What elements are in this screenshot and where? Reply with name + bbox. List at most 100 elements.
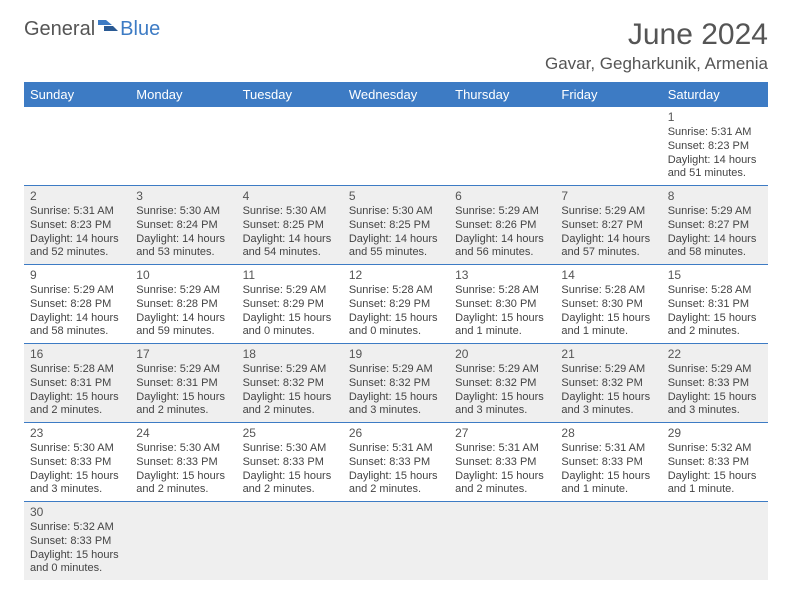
- calendar-cell: [555, 502, 661, 581]
- day-number: 18: [243, 347, 337, 362]
- daylight1-text: Daylight: 15 hours: [349, 312, 443, 326]
- daylight2-text: and 3 minutes.: [561, 404, 655, 418]
- daylight2-text: and 1 minute.: [455, 325, 549, 339]
- title-block: June 2024 Gavar, Gegharkunik, Armenia: [545, 18, 768, 74]
- daylight2-text: and 3 minutes.: [668, 404, 762, 418]
- day-number: 14: [561, 268, 655, 283]
- calendar-cell: 17Sunrise: 5:29 AMSunset: 8:31 PMDayligh…: [130, 344, 236, 423]
- calendar-cell: 30Sunrise: 5:32 AMSunset: 8:33 PMDayligh…: [24, 502, 130, 581]
- calendar-cell: [24, 107, 130, 186]
- day-number: 25: [243, 426, 337, 441]
- daylight2-text: and 2 minutes.: [136, 404, 230, 418]
- calendar-week-row: 2Sunrise: 5:31 AMSunset: 8:23 PMDaylight…: [24, 186, 768, 265]
- sunrise-text: Sunrise: 5:30 AM: [30, 442, 124, 456]
- calendar-cell: 12Sunrise: 5:28 AMSunset: 8:29 PMDayligh…: [343, 265, 449, 344]
- sunrise-text: Sunrise: 5:29 AM: [30, 284, 124, 298]
- daylight2-text: and 1 minute.: [561, 325, 655, 339]
- sunrise-text: Sunrise: 5:31 AM: [668, 126, 762, 140]
- sunrise-text: Sunrise: 5:29 AM: [136, 284, 230, 298]
- calendar-header-row: Sunday Monday Tuesday Wednesday Thursday…: [24, 82, 768, 107]
- calendar-cell: 6Sunrise: 5:29 AMSunset: 8:26 PMDaylight…: [449, 186, 555, 265]
- daylight1-text: Daylight: 14 hours: [136, 233, 230, 247]
- sunrise-text: Sunrise: 5:32 AM: [30, 521, 124, 535]
- sunset-text: Sunset: 8:31 PM: [30, 377, 124, 391]
- sunset-text: Sunset: 8:32 PM: [455, 377, 549, 391]
- calendar-cell: 13Sunrise: 5:28 AMSunset: 8:30 PMDayligh…: [449, 265, 555, 344]
- day-number: 8: [668, 189, 762, 204]
- sunrise-text: Sunrise: 5:29 AM: [455, 205, 549, 219]
- daylight1-text: Daylight: 15 hours: [455, 470, 549, 484]
- daylight1-text: Daylight: 15 hours: [349, 470, 443, 484]
- sunset-text: Sunset: 8:29 PM: [243, 298, 337, 312]
- calendar-cell: 29Sunrise: 5:32 AMSunset: 8:33 PMDayligh…: [662, 423, 768, 502]
- sunset-text: Sunset: 8:29 PM: [349, 298, 443, 312]
- sunset-text: Sunset: 8:25 PM: [243, 219, 337, 233]
- day-number: 2: [30, 189, 124, 204]
- daylight1-text: Daylight: 15 hours: [243, 470, 337, 484]
- calendar-cell: 4Sunrise: 5:30 AMSunset: 8:25 PMDaylight…: [237, 186, 343, 265]
- calendar-cell: 3Sunrise: 5:30 AMSunset: 8:24 PMDaylight…: [130, 186, 236, 265]
- sunset-text: Sunset: 8:33 PM: [668, 377, 762, 391]
- day-number: 7: [561, 189, 655, 204]
- sunset-text: Sunset: 8:33 PM: [30, 535, 124, 549]
- sunrise-text: Sunrise: 5:32 AM: [668, 442, 762, 456]
- calendar-cell: [555, 107, 661, 186]
- sunrise-text: Sunrise: 5:29 AM: [561, 205, 655, 219]
- calendar-cell: [237, 107, 343, 186]
- calendar-cell: [449, 502, 555, 581]
- day-number: 20: [455, 347, 549, 362]
- sunrise-text: Sunrise: 5:31 AM: [349, 442, 443, 456]
- calendar-cell: 1Sunrise: 5:31 AMSunset: 8:23 PMDaylight…: [662, 107, 768, 186]
- daylight1-text: Daylight: 14 hours: [243, 233, 337, 247]
- calendar-cell: 18Sunrise: 5:29 AMSunset: 8:32 PMDayligh…: [237, 344, 343, 423]
- sunset-text: Sunset: 8:24 PM: [136, 219, 230, 233]
- day-number: 22: [668, 347, 762, 362]
- sunset-text: Sunset: 8:32 PM: [561, 377, 655, 391]
- calendar-cell: 25Sunrise: 5:30 AMSunset: 8:33 PMDayligh…: [237, 423, 343, 502]
- sunrise-text: Sunrise: 5:30 AM: [136, 442, 230, 456]
- calendar-week-row: 9Sunrise: 5:29 AMSunset: 8:28 PMDaylight…: [24, 265, 768, 344]
- daylight2-text: and 52 minutes.: [30, 246, 124, 260]
- sunrise-text: Sunrise: 5:30 AM: [243, 205, 337, 219]
- sunset-text: Sunset: 8:33 PM: [136, 456, 230, 470]
- daylight1-text: Daylight: 14 hours: [349, 233, 443, 247]
- calendar-week-row: 23Sunrise: 5:30 AMSunset: 8:33 PMDayligh…: [24, 423, 768, 502]
- logo: General Blue: [24, 18, 160, 41]
- day-number: 17: [136, 347, 230, 362]
- calendar-cell: 9Sunrise: 5:29 AMSunset: 8:28 PMDaylight…: [24, 265, 130, 344]
- sunrise-text: Sunrise: 5:31 AM: [455, 442, 549, 456]
- sunset-text: Sunset: 8:33 PM: [455, 456, 549, 470]
- sunrise-text: Sunrise: 5:29 AM: [136, 363, 230, 377]
- sunset-text: Sunset: 8:27 PM: [668, 219, 762, 233]
- daylight2-text: and 0 minutes.: [349, 325, 443, 339]
- sunset-text: Sunset: 8:33 PM: [668, 456, 762, 470]
- calendar-cell: 26Sunrise: 5:31 AMSunset: 8:33 PMDayligh…: [343, 423, 449, 502]
- sunrise-text: Sunrise: 5:28 AM: [349, 284, 443, 298]
- daylight1-text: Daylight: 14 hours: [668, 233, 762, 247]
- daylight2-text: and 2 minutes.: [243, 483, 337, 497]
- daylight2-text: and 2 minutes.: [349, 483, 443, 497]
- calendar-cell: 22Sunrise: 5:29 AMSunset: 8:33 PMDayligh…: [662, 344, 768, 423]
- sunrise-text: Sunrise: 5:30 AM: [243, 442, 337, 456]
- calendar-cell: [449, 107, 555, 186]
- sunset-text: Sunset: 8:23 PM: [30, 219, 124, 233]
- daylight2-text: and 1 minute.: [668, 483, 762, 497]
- sunrise-text: Sunrise: 5:29 AM: [349, 363, 443, 377]
- daylight2-text: and 51 minutes.: [668, 167, 762, 181]
- day-number: 16: [30, 347, 124, 362]
- sunrise-text: Sunrise: 5:30 AM: [349, 205, 443, 219]
- calendar-cell: [130, 502, 236, 581]
- sunrise-text: Sunrise: 5:28 AM: [561, 284, 655, 298]
- calendar-cell: 20Sunrise: 5:29 AMSunset: 8:32 PMDayligh…: [449, 344, 555, 423]
- calendar-cell: 10Sunrise: 5:29 AMSunset: 8:28 PMDayligh…: [130, 265, 236, 344]
- daylight2-text: and 3 minutes.: [349, 404, 443, 418]
- flag-icon: [97, 18, 119, 41]
- daylight1-text: Daylight: 15 hours: [349, 391, 443, 405]
- daylight1-text: Daylight: 15 hours: [455, 391, 549, 405]
- daylight1-text: Daylight: 15 hours: [243, 391, 337, 405]
- daylight2-text: and 58 minutes.: [30, 325, 124, 339]
- day-number: 23: [30, 426, 124, 441]
- day-number: 9: [30, 268, 124, 283]
- sunrise-text: Sunrise: 5:29 AM: [668, 205, 762, 219]
- month-title: June 2024: [545, 18, 768, 52]
